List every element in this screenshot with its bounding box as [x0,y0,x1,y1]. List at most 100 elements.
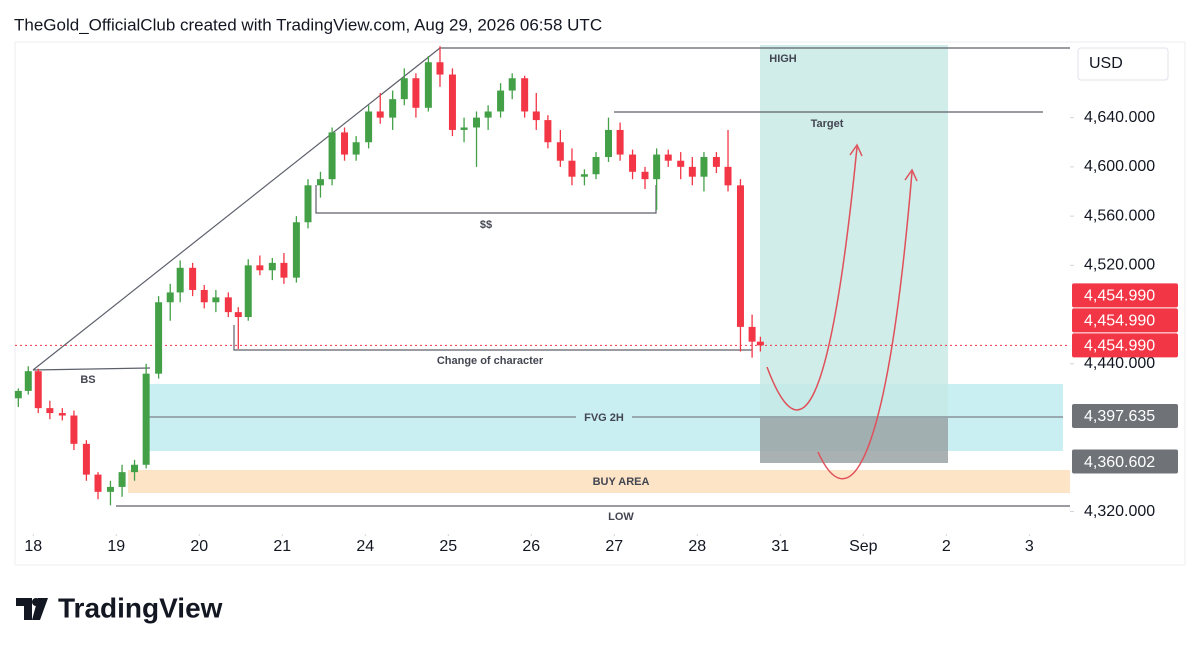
x-tick-label: 18 [24,538,42,555]
x-tick-label: 27 [605,538,623,555]
candle-body [70,415,78,444]
candle-body [155,302,163,374]
candle-body [328,132,336,180]
price-label: 4,397.635 [1084,408,1155,425]
candle-body [58,413,66,416]
candle-body [580,174,588,177]
candle-body [131,464,139,473]
choch-line [233,325,752,351]
candle-body [473,117,481,128]
candle-body [424,62,432,108]
y-tick-label: 4,560.000 [1084,207,1155,224]
candle-body [166,292,174,303]
candle-body [653,154,661,180]
bs-line [32,367,151,371]
candles [14,46,1070,506]
candle-body [14,390,22,399]
price-label-box [1072,333,1178,358]
candle-body [341,132,349,155]
label-bg [576,410,632,425]
candle-body [200,289,208,303]
candle-body [118,472,126,487]
candle-body [544,120,552,143]
axes: 4,320.000 4,440.000 4,520.000 4,560.000 4,60… [24,109,1178,555]
candle-body [460,127,468,130]
candle-body [700,157,708,177]
x-tick-label: 2 [942,538,951,555]
candle-body [292,222,300,278]
candle-body [304,185,312,223]
chart-frame [14,41,1186,566]
arrow-path [817,171,913,480]
candle-body [365,111,373,143]
candle-body [82,443,90,475]
projection-arrows [766,143,918,480]
candle-body [389,99,397,118]
candle-body [189,267,197,290]
header-title: TheGold_OfficialClub created with Tradin… [14,15,602,34]
price-label-box [1072,283,1178,308]
candle-body [756,341,764,346]
logo: TradingView [16,592,223,623]
x-tick-label: 31 [771,538,789,555]
price-label-box [1072,449,1178,474]
currency-box [1077,47,1169,81]
candle-body [400,78,408,100]
candle-body [568,160,576,177]
x-tick-label: 26 [522,538,540,555]
logo-dot [32,598,40,606]
price-label-box [1072,403,1178,428]
candle-body [688,166,696,177]
logo-text: TradingView [58,592,223,623]
annotation: LOW [608,511,634,523]
candle-body [664,154,672,161]
candle-body [677,160,685,167]
candle-body [376,111,384,118]
x-tick-label: Sep [849,538,878,555]
annotation: BS [80,374,95,386]
candle-body [724,166,732,186]
candle-body [436,62,444,75]
candle-body [556,142,564,161]
y-tick-label: 4,440.000 [1084,355,1155,372]
candle-body [616,129,624,155]
arrow-head [849,143,863,157]
candle-body [106,486,114,492]
price-label: 4,454.990 [1084,288,1155,305]
annotation: FVG 2H [584,412,624,424]
logo-mark [16,598,48,620]
y-tick-label: 4,640.000 [1084,109,1155,126]
candle-body [268,262,276,271]
candle-body [24,371,32,391]
candle-body [532,111,540,121]
price-label-box [1072,308,1178,333]
x-tick-label: 19 [107,538,125,555]
x-tick-label: 21 [273,538,291,555]
annotation: Change of character [437,355,544,367]
candle-body [256,265,264,271]
x-tick-label: 28 [688,538,706,555]
annotation: BUY AREA [593,476,650,488]
candle-body [46,408,54,414]
annotation: Target [811,118,844,130]
candle-body [212,297,220,303]
candle-body [448,74,456,130]
candle-body [508,78,516,91]
x-tick-label: 20 [190,538,208,555]
annotation: $$ [480,219,492,231]
candle-body [234,312,242,318]
price-label: 4,454.990 [1084,313,1155,330]
candle-body [521,78,529,112]
currency: USD [1089,55,1123,72]
candle-body [224,297,232,313]
candle-body [736,185,744,327]
candle-body [629,154,637,172]
candle-body [592,157,600,175]
annotation: HIGH [769,53,797,65]
x-tick-label: 25 [439,538,457,555]
x-tick-label: 3 [1025,538,1034,555]
candle-body [244,265,252,318]
price-label: 4,454.990 [1084,338,1155,355]
candle-body [176,267,184,293]
arrow-head [904,168,918,182]
